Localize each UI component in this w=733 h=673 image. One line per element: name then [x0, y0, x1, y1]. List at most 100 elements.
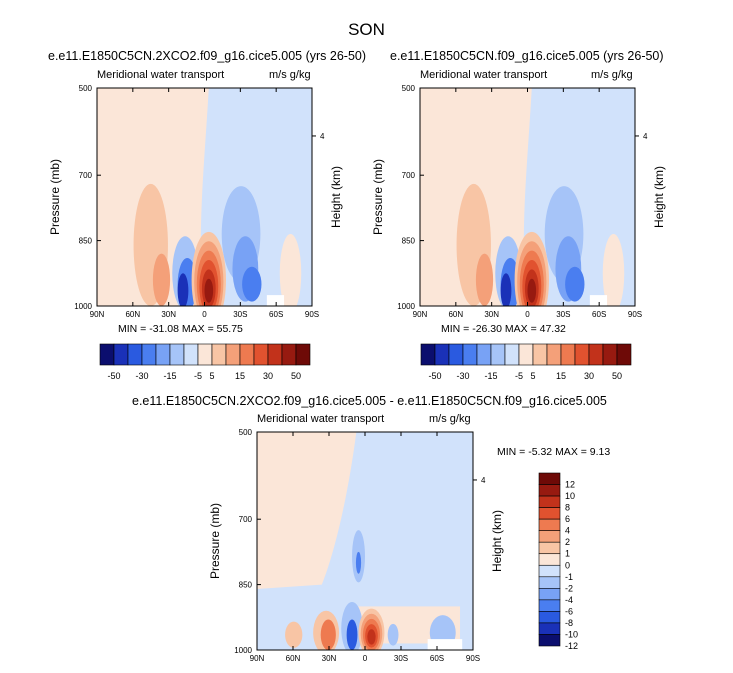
colorbar-bottom-label: 12 — [565, 480, 575, 490]
contour-sh-trade-core — [242, 266, 262, 302]
x-tick-label: 30S — [233, 310, 247, 319]
panel-stats-2: MIN = -26.30 MAX = 47.32 — [441, 323, 566, 335]
panel-title-3: e.e11.E1850C5CN.2XCO2.f09_g16.cice5.005 … — [132, 394, 607, 408]
y-tick-label: 1000 — [74, 302, 92, 311]
colorbar-bottom-swatch — [538, 611, 561, 624]
x-tick-label: 60N — [286, 654, 301, 663]
y-tick-label: 850 — [79, 237, 93, 246]
colorbar-top-right-swatch — [546, 343, 562, 366]
panel-title-2: e.e11.E1850C5CN.f09_g16.cice5.005 (yrs 2… — [390, 49, 664, 63]
panel-right-label-3: m/s g/kg — [429, 413, 471, 425]
x-tick-label: 30N — [484, 310, 499, 319]
x-tick-label: 30N — [322, 654, 337, 663]
colorbar-bottom-label: 6 — [565, 514, 570, 524]
x-tick-label: 90N — [90, 310, 105, 319]
y-tick-label: 500 — [239, 428, 253, 437]
colorbar-top-right-swatch — [476, 343, 492, 366]
colorbar-top-left-label: 30 — [263, 371, 273, 381]
contour-field-2 — [420, 88, 635, 306]
colorbar-top-left-swatch — [267, 343, 283, 366]
contour-nh-low-2-core — [320, 619, 336, 650]
colorbar-bottom-label: 10 — [565, 491, 575, 501]
colorbar-top-left-label: -15 — [163, 371, 176, 381]
colorbar-top-left-swatch — [141, 343, 157, 366]
x-tick-label: 0 — [525, 310, 530, 319]
field-positive-region — [257, 432, 357, 589]
height-tick-label: 4 — [643, 132, 648, 141]
colorbar-top-left-label: -50 — [107, 371, 120, 381]
x-tick-label: 0 — [202, 310, 207, 319]
contour-nh-tropic-peak — [177, 273, 189, 306]
x-tick-label: 60N — [125, 310, 140, 319]
y-axis-title: Pressure (mb) — [48, 159, 62, 235]
panel-left-label-1: Meridional water transport — [97, 69, 225, 81]
colorbar-top-right-label: 15 — [556, 371, 566, 381]
colorbar-top-right-swatch — [490, 343, 506, 366]
panel-left-label-3: Meridional water transport — [257, 413, 385, 425]
colorbar-top-right-label: 50 — [612, 371, 622, 381]
x-tick-label: 30S — [394, 654, 408, 663]
colorbar-bottom-label: 2 — [565, 537, 570, 547]
colorbar-top-left-label: 5 — [209, 371, 214, 381]
height-tick-label: 4 — [481, 476, 486, 485]
colorbar-top-left-swatch — [197, 343, 213, 366]
y-axis-title: Pressure (mb) — [208, 503, 222, 579]
contour-nh-tropic-peak — [500, 273, 512, 306]
colorbar-top-left-swatch — [281, 343, 297, 366]
colorbar-top-left-swatch — [127, 343, 143, 366]
colorbar-bottom-swatch — [538, 541, 561, 555]
contour-equator-pos-5 — [367, 629, 376, 645]
colorbar-top-left-swatch — [183, 343, 199, 366]
colorbar-bottom-label: 8 — [565, 503, 570, 513]
contour-equatorial-core-6 — [204, 278, 214, 303]
colorbar-top-right-swatch — [560, 343, 576, 366]
colorbar-top-left-swatch — [155, 343, 171, 366]
contour-upper-negative-core — [355, 551, 362, 574]
colorbar-top-left-swatch — [253, 343, 269, 366]
panel-stats-3: MIN = -5.32 MAX = 9.13 — [497, 446, 611, 458]
colorbar-top-right-swatch — [448, 343, 464, 366]
height-axis-title: Height (km) — [329, 166, 343, 228]
colorbar-bottom-label: -10 — [565, 629, 578, 639]
colorbar-top-left-swatch — [295, 343, 311, 366]
colorbar-top-right-label: 5 — [530, 371, 535, 381]
y-tick-label: 1000 — [234, 646, 252, 655]
x-tick-label: 90S — [628, 310, 642, 319]
figure-title: SON — [348, 20, 385, 39]
y-tick-label: 700 — [402, 171, 416, 180]
colorbar-bottom-label: -12 — [565, 641, 578, 651]
contour-nh-lowlevel — [152, 253, 171, 306]
colorbar-bottom-swatch — [538, 588, 561, 601]
contour-equatorial-core-6 — [527, 278, 537, 303]
colorbar-bottom-label: -1 — [565, 572, 573, 582]
contour-field-1 — [97, 88, 312, 306]
colorbar-top-left-swatch — [239, 343, 255, 366]
colorbar-top-right-label: -30 — [456, 371, 469, 381]
panel-left-label-2: Meridional water transport — [420, 69, 548, 81]
colorbar-bottom-swatch — [538, 599, 561, 612]
contour-sh-midlat — [279, 234, 302, 306]
colorbar-top-left-swatch — [169, 343, 185, 366]
colorbar-top-right-label: -15 — [484, 371, 497, 381]
below-ground-mask — [266, 295, 285, 306]
colorbar-bottom-label: 1 — [565, 549, 570, 559]
x-tick-label: 90S — [466, 654, 480, 663]
colorbar-bottom-swatch — [538, 622, 561, 635]
x-tick-label: 60S — [592, 310, 606, 319]
y-tick-label: 500 — [402, 84, 416, 93]
colorbar-top-right-swatch — [574, 343, 590, 366]
colorbar-top-left-swatch — [225, 343, 241, 366]
colorbar-top-right-swatch — [616, 343, 632, 366]
colorbar-bottom-swatch — [538, 564, 561, 578]
colorbar-bottom-swatch — [538, 484, 561, 497]
colorbar-top-left-swatch — [113, 343, 129, 366]
colorbar-bottom-swatch — [538, 495, 561, 508]
x-tick-label: 90N — [250, 654, 265, 663]
colorbar-bottom-swatch — [538, 576, 561, 589]
x-tick-label: 90N — [413, 310, 428, 319]
height-axis-title: Height (km) — [652, 166, 666, 228]
below-ground-mask — [589, 295, 608, 306]
colorbar-bottom-swatch — [538, 518, 561, 531]
colorbar-top-left-label: 50 — [291, 371, 301, 381]
